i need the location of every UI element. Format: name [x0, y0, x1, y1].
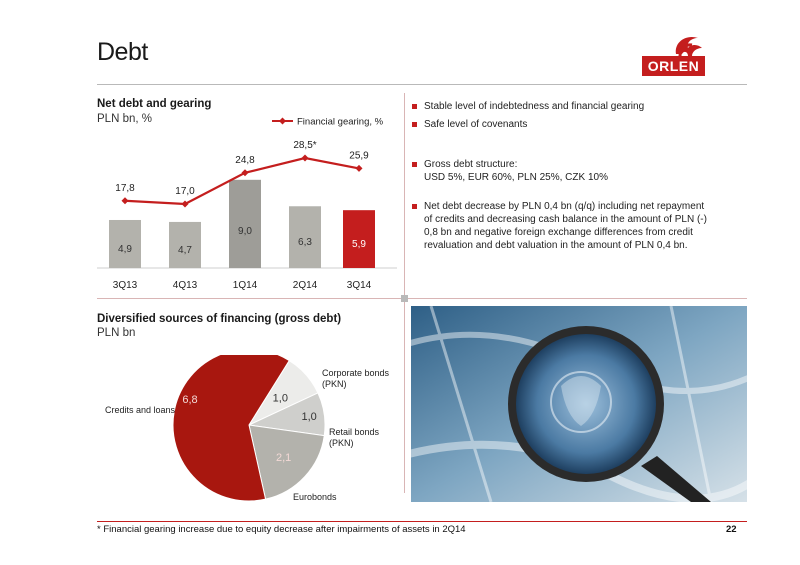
pie-chart-title: Diversified sources of financing (gross … [97, 313, 342, 325]
vertical-divider [404, 93, 405, 493]
footnote: * Financial gearing increase due to equi… [97, 524, 466, 535]
bar-chart-subtitle: PLN bn, % [97, 113, 152, 125]
gearing-value-label: 24,8 [235, 155, 255, 166]
gearing-value-label: 17,0 [175, 186, 195, 197]
gearing-value-label: 25,9 [349, 150, 369, 161]
bar-3Q13 [109, 219, 141, 268]
gearing-point [355, 164, 363, 172]
bar-value-label: 4,9 [118, 244, 132, 255]
title-divider [97, 84, 747, 85]
x-tick-label: 4Q13 [173, 280, 198, 291]
bullet-item: Gross debt structure: USD 5%, EUR 60%, P… [410, 158, 710, 184]
x-tick-label: 3Q13 [113, 280, 138, 291]
bullets-top: Stable level of indebtedness and financi… [410, 100, 710, 136]
bar-2Q14 [289, 206, 321, 268]
orlen-logo-text: ORLEN [642, 56, 705, 76]
gearing-point [121, 197, 129, 205]
divider-junction [401, 295, 408, 302]
x-tick-label: 1Q14 [233, 280, 258, 291]
pie-category-label: Corporate bonds (PKN) [322, 368, 390, 389]
gearing-point [301, 154, 309, 162]
bullet-item: Net debt decrease by PLN 0,4 bn (q/q) in… [410, 200, 710, 252]
orlen-eagle-logo [675, 36, 702, 57]
page-title: Debt [97, 38, 148, 66]
gross-debt-detail: USD 5%, EUR 60%, PLN 25%, CZK 10% [424, 172, 608, 183]
pie-category-label: Credits and loans [105, 405, 176, 415]
pie-category-label: Retail bonds (PKN) [329, 427, 380, 448]
bullets-bottom: Net debt decrease by PLN 0,4 bn (q/q) in… [410, 200, 710, 257]
x-tick-label: 2Q14 [293, 280, 318, 291]
bar-value-label: 5,9 [352, 239, 366, 250]
legend-marker [279, 117, 286, 125]
gearing-point [181, 200, 189, 208]
financing-sources-pie: 6,8 1,0 1,0 2,1 Credits and loans Corporate b… [105, 355, 390, 502]
gross-debt-label: Gross debt structure: [424, 159, 518, 170]
bar-value-label: 4,7 [178, 245, 192, 256]
net-debt-gearing-chart: 4,9 3Q13 4,7 4Q13 9,0 1Q14 6,3 2Q14 5,9 3Q14 17,8 1… [97, 117, 397, 291]
footer-divider [97, 521, 747, 522]
bullet-item: Stable level of indebtedness and financi… [410, 100, 710, 113]
pie-value-label: 1,0 [273, 392, 288, 404]
pie-value-label: 6,8 [182, 394, 197, 406]
page-number: 22 [726, 524, 737, 535]
gearing-point [241, 169, 249, 177]
pie-chart-subtitle: PLN bn [97, 327, 136, 339]
gearing-value-label: 17,8 [115, 183, 135, 194]
bullets-mid: Gross debt structure: USD 5%, EUR 60%, P… [410, 158, 710, 189]
bar-4Q13 [169, 221, 201, 268]
gearing-value-label: 28,5* [293, 140, 316, 151]
bar-3Q14 [343, 210, 375, 268]
legend-label: Financial gearing, % [297, 117, 384, 128]
pie-slice-credits-and-loans [172, 355, 290, 502]
bar-value-label: 6,3 [298, 237, 312, 248]
pie-value-label: 1,0 [301, 411, 316, 423]
x-tick-label: 3Q14 [347, 280, 372, 291]
pie-value-label: 2,1 [276, 452, 291, 464]
bullet-item: Safe level of covenants [410, 118, 710, 131]
bar-chart-title: Net debt and gearing [97, 98, 212, 110]
bar-1Q14 [229, 179, 261, 268]
horizontal-divider [97, 298, 747, 299]
magnifier-banknotes-photo [411, 306, 747, 502]
pie-slice-eurobonds [248, 424, 325, 500]
bar-value-label: 9,0 [238, 226, 252, 237]
pie-category-label: Eurobonds [293, 492, 337, 502]
